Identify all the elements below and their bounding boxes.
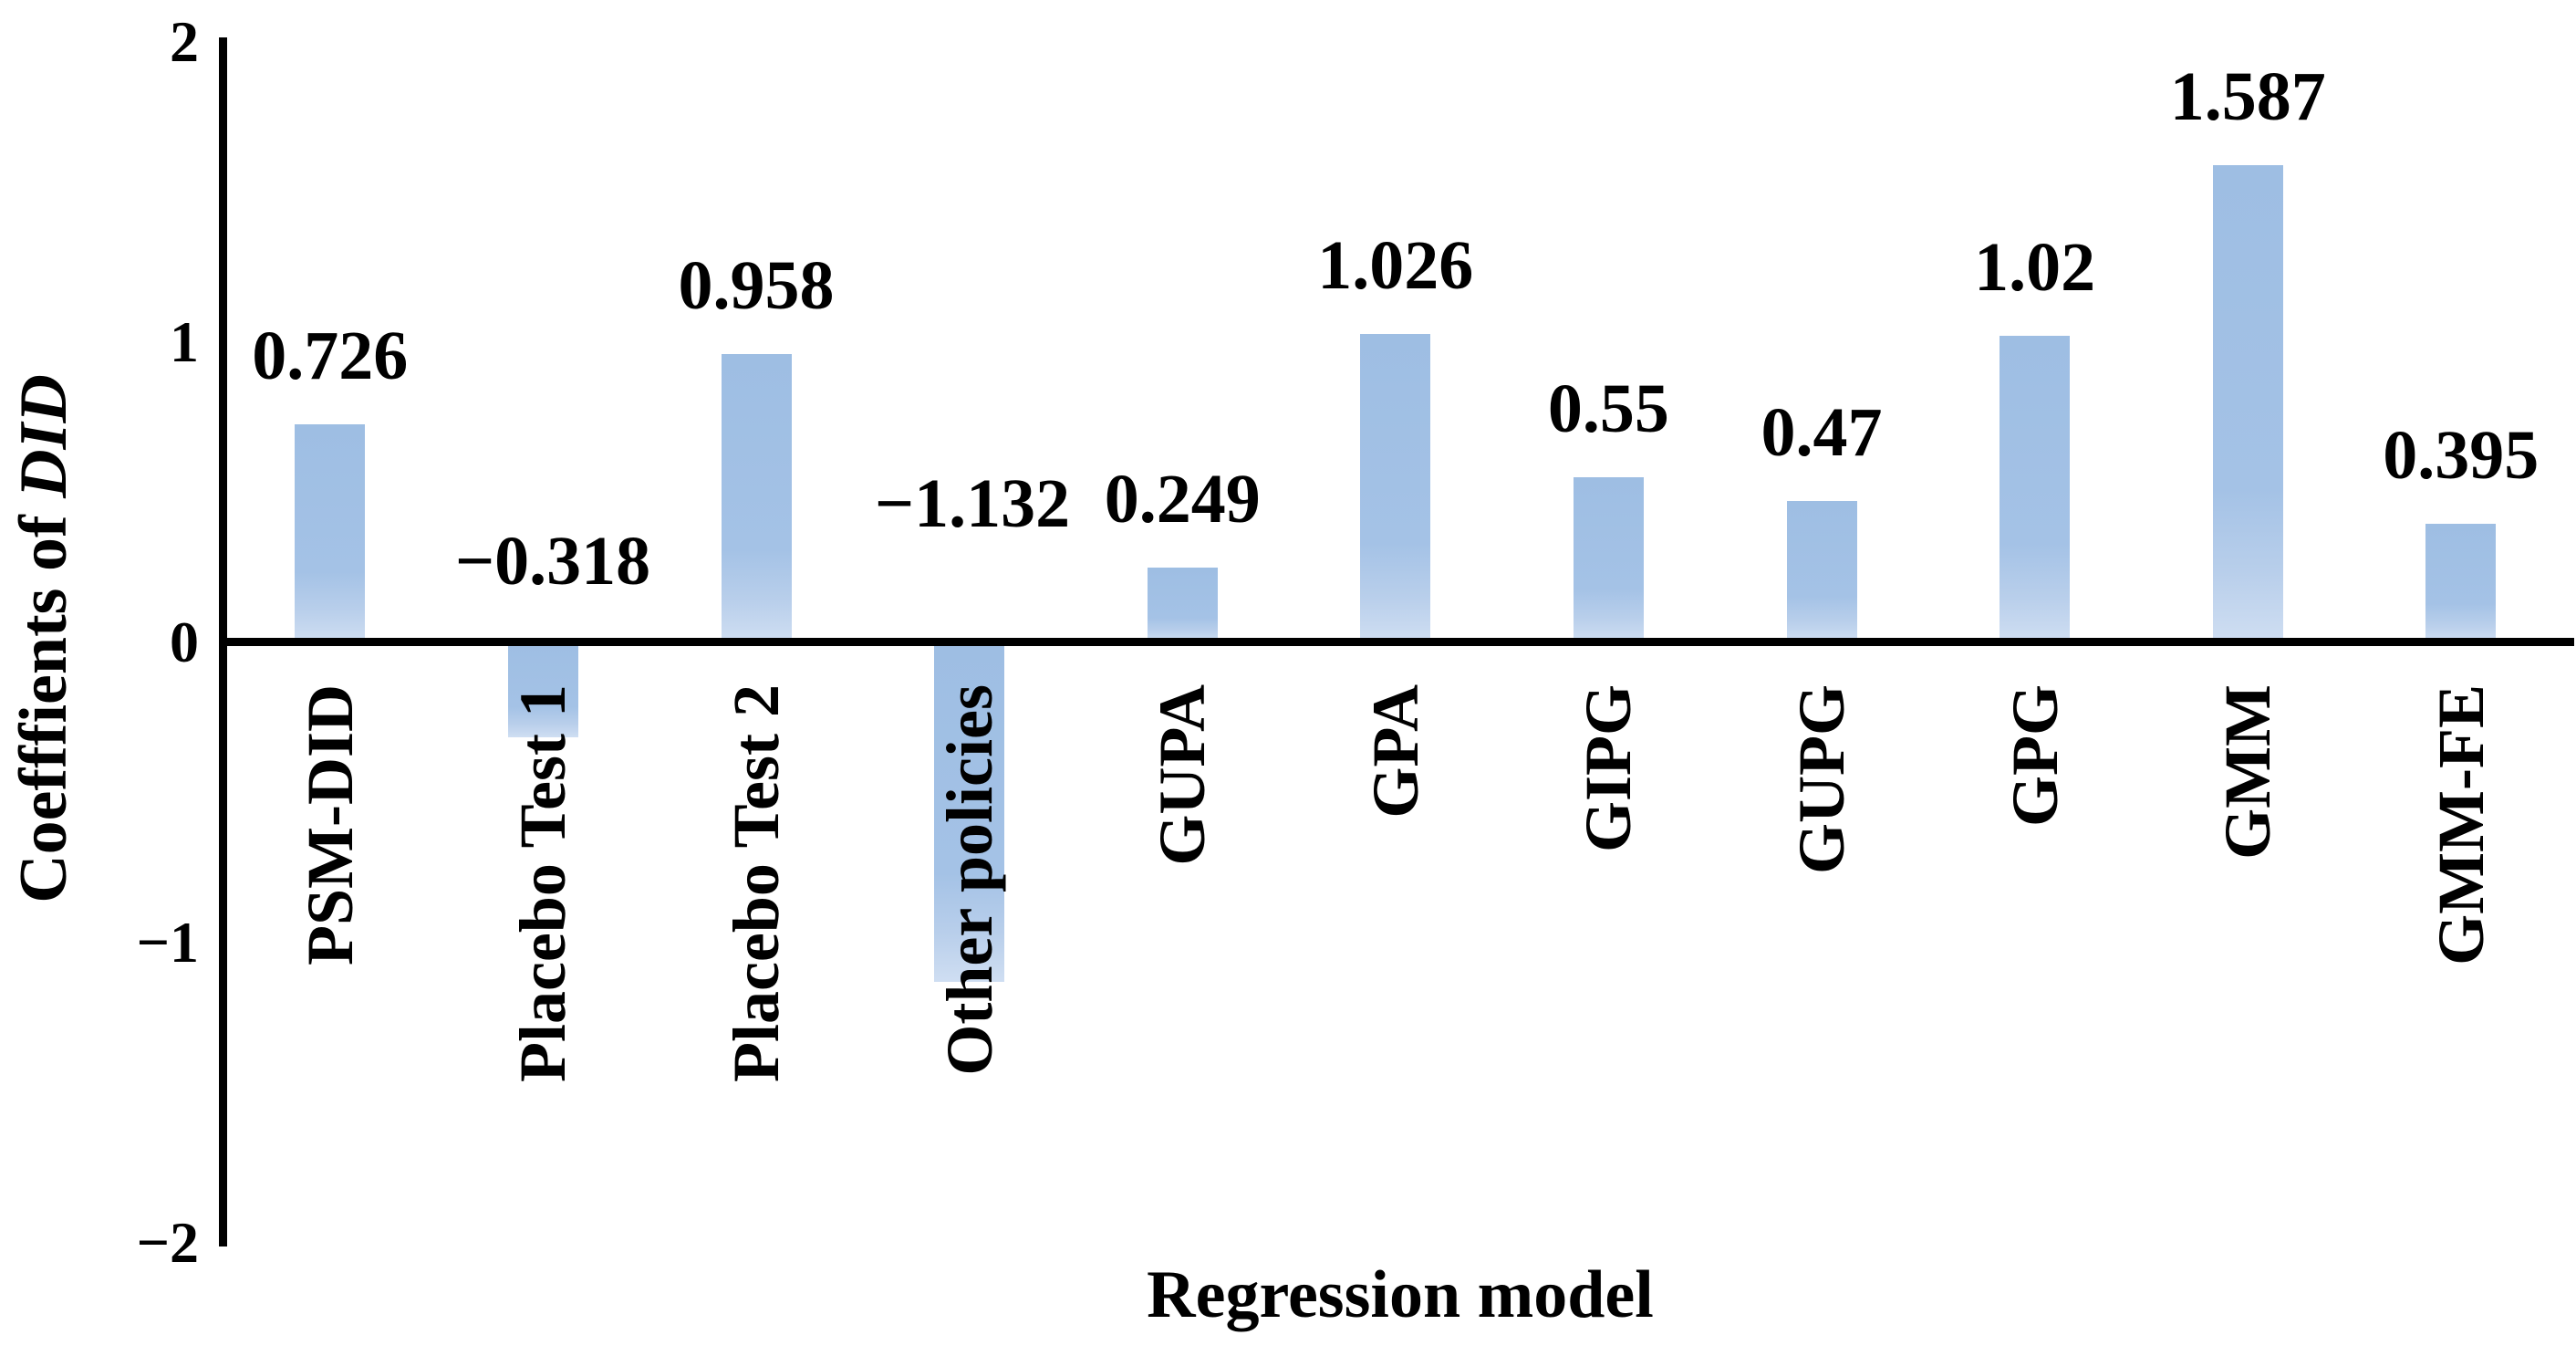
x-axis-title: Regression model: [1147, 1257, 1654, 1332]
category-label: PSM-DID: [293, 684, 367, 965]
bar-value-label: 0.958: [678, 247, 835, 325]
bar: [1147, 567, 1218, 642]
category-label: GMM: [2211, 684, 2285, 860]
bar: [2212, 165, 2283, 642]
y-tick-label: −2: [136, 1209, 199, 1275]
bar-value-label: 0.249: [1104, 460, 1261, 537]
category-label: GUPA: [1146, 684, 1220, 866]
bar: [1573, 476, 1644, 642]
bar-value-label: 0.726: [252, 317, 409, 394]
y-tick-label: 0: [170, 609, 199, 674]
bar: [507, 641, 578, 738]
bar: [2000, 335, 2071, 642]
bar: [721, 354, 792, 642]
y-axis-title: Coefffients of DID: [5, 374, 82, 903]
x-axis-line: [219, 638, 2574, 646]
bar-value-label: 0.47: [1761, 393, 1883, 471]
bar-value-label: 0.395: [2383, 416, 2540, 494]
category-label: GIPG: [1572, 684, 1646, 853]
category-label: GUPG: [1785, 684, 1858, 874]
y-tick-label: 1: [170, 308, 199, 374]
category-label: Other policies: [932, 684, 1006, 1076]
bar-value-label: −0.318: [454, 523, 651, 600]
y-axis-title-italic: DID: [6, 374, 81, 498]
category-label: Placebo Test 2: [720, 684, 793, 1083]
y-tick-label: 2: [170, 8, 199, 74]
bar: [1786, 500, 1857, 642]
bar-value-label: 1.026: [1317, 226, 1474, 304]
bar: [2425, 523, 2497, 642]
y-tick-label: −1: [136, 909, 199, 975]
category-label: Placebo Test 1: [506, 684, 580, 1083]
category-label: GPA: [1358, 684, 1432, 819]
bar: [934, 641, 1005, 982]
bar-value-label: 1.02: [1974, 228, 2096, 306]
bar-value-label: 1.587: [2169, 58, 2326, 136]
bar: [295, 423, 366, 642]
y-axis-title-text: Coefffients of: [6, 497, 81, 903]
category-label: GPG: [1998, 684, 2072, 827]
bar-value-label: 0.55: [1547, 370, 1669, 447]
category-label: GMM-FE: [2424, 684, 2498, 965]
bar-value-label: −1.132: [874, 465, 1071, 542]
bar: [1360, 333, 1431, 642]
